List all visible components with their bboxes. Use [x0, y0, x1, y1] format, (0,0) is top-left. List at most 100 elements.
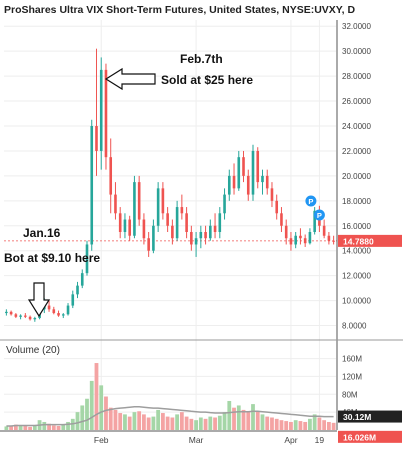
- candle: [218, 207, 222, 239]
- volume-bar: [156, 409, 161, 430]
- candle: [166, 207, 169, 232]
- volume-bar: [170, 417, 175, 430]
- candle-body: [289, 238, 293, 245]
- volume-bar: [127, 416, 132, 430]
- candle-body: [19, 315, 22, 317]
- x-tick-label: Apr: [284, 435, 297, 445]
- candle: [204, 225, 207, 245]
- volume-bar: [227, 400, 232, 430]
- y-tick-label: 24.0000: [342, 122, 371, 131]
- candle-body: [104, 69, 108, 158]
- event-marker-1: P: [305, 195, 317, 207]
- y-tick-label: 18.0000: [342, 197, 371, 206]
- candle: [99, 57, 103, 170]
- candle: [275, 194, 279, 220]
- candle-body: [303, 238, 307, 244]
- y-tick-label: 32.0000: [342, 22, 371, 31]
- volume-bar: [175, 414, 180, 430]
- volume-bar: [108, 407, 113, 430]
- volume-bar: [13, 424, 18, 430]
- candle: [133, 175, 136, 239]
- candle-body: [246, 175, 250, 195]
- axes: [0, 20, 403, 432]
- volume-y-tick-label: 160M: [342, 355, 362, 364]
- volume-bars: [4, 363, 336, 430]
- volume-bar: [251, 404, 255, 430]
- candle-body: [123, 219, 127, 232]
- volume-bar: [274, 418, 279, 430]
- candle-body: [66, 305, 70, 315]
- annotation-sold: Sold at $25 here: [161, 73, 254, 87]
- y-tick-label: 12.0000: [342, 272, 371, 281]
- candle-body: [299, 235, 302, 239]
- volume-bar: [179, 412, 184, 430]
- candle: [299, 228, 302, 245]
- candle: [80, 269, 84, 289]
- candle-body: [28, 316, 32, 320]
- candle-body: [137, 182, 141, 220]
- volume-bar: [198, 417, 203, 430]
- volume-bar: [189, 418, 194, 430]
- volume-bar: [222, 412, 227, 430]
- candle: [14, 313, 18, 319]
- candle-body: [166, 213, 169, 226]
- candle-body: [47, 305, 51, 310]
- candle: [332, 235, 335, 245]
- candle-body: [308, 232, 312, 244]
- candle: [66, 303, 70, 316]
- event-marker-1-circle: [305, 195, 317, 207]
- volume-ma-line: [6, 406, 334, 427]
- candle-body: [128, 219, 131, 236]
- candle: [33, 316, 37, 322]
- last-price-badge: 14.7880: [338, 234, 402, 247]
- candle-body: [275, 200, 279, 214]
- y-tick-label: 16.0000: [342, 222, 371, 231]
- candle-body: [52, 309, 56, 314]
- volume-bar: [28, 426, 32, 430]
- candle: [104, 63, 108, 170]
- volume-bar: [303, 421, 308, 430]
- y-tick-label: 22.0000: [342, 147, 371, 156]
- candle: [308, 228, 312, 245]
- candle-body: [313, 210, 316, 232]
- y-tick-label: 20.0000: [342, 172, 371, 181]
- event-marker-1-label: P: [308, 197, 313, 206]
- y-tick-label: 26.0000: [342, 97, 371, 106]
- annotation-feb7: Feb.7th: [180, 52, 223, 66]
- volume-ma-badge: 30.12M: [338, 410, 402, 423]
- candle-body: [95, 126, 98, 151]
- volume-bar: [293, 420, 298, 430]
- candle-body: [270, 188, 274, 201]
- last-volume-badge-bg: [338, 430, 402, 443]
- candle-body: [227, 175, 231, 195]
- volume-bar: [146, 417, 151, 430]
- event-marker-2-label: P: [317, 211, 322, 220]
- candle: [109, 138, 113, 214]
- candle: [28, 315, 32, 321]
- price-badges: 14.7880 30.12M 16.026M: [338, 234, 402, 443]
- candle: [24, 313, 27, 319]
- candle: [242, 150, 245, 183]
- candle: [265, 169, 269, 195]
- candle: [232, 163, 236, 195]
- volume-bar: [208, 416, 213, 430]
- candle: [95, 48, 98, 176]
- candle-body: [265, 175, 269, 189]
- candle-body: [76, 285, 79, 295]
- x-tick-label: Feb: [94, 435, 109, 445]
- last-volume-badge: 16.026M: [338, 430, 402, 443]
- volume-bar: [47, 423, 51, 430]
- last-volume-badge-text: 16.026M: [343, 432, 376, 442]
- candle-body: [232, 175, 236, 189]
- candle-body: [194, 238, 198, 245]
- volume-bar: [4, 426, 9, 430]
- candle: [114, 182, 117, 220]
- candle-body: [171, 225, 174, 239]
- candle: [61, 313, 65, 319]
- candle: [175, 200, 179, 241]
- candle: [303, 234, 307, 247]
- volume-bar: [61, 424, 66, 430]
- volume-bar: [66, 421, 70, 430]
- candle-body: [199, 232, 203, 239]
